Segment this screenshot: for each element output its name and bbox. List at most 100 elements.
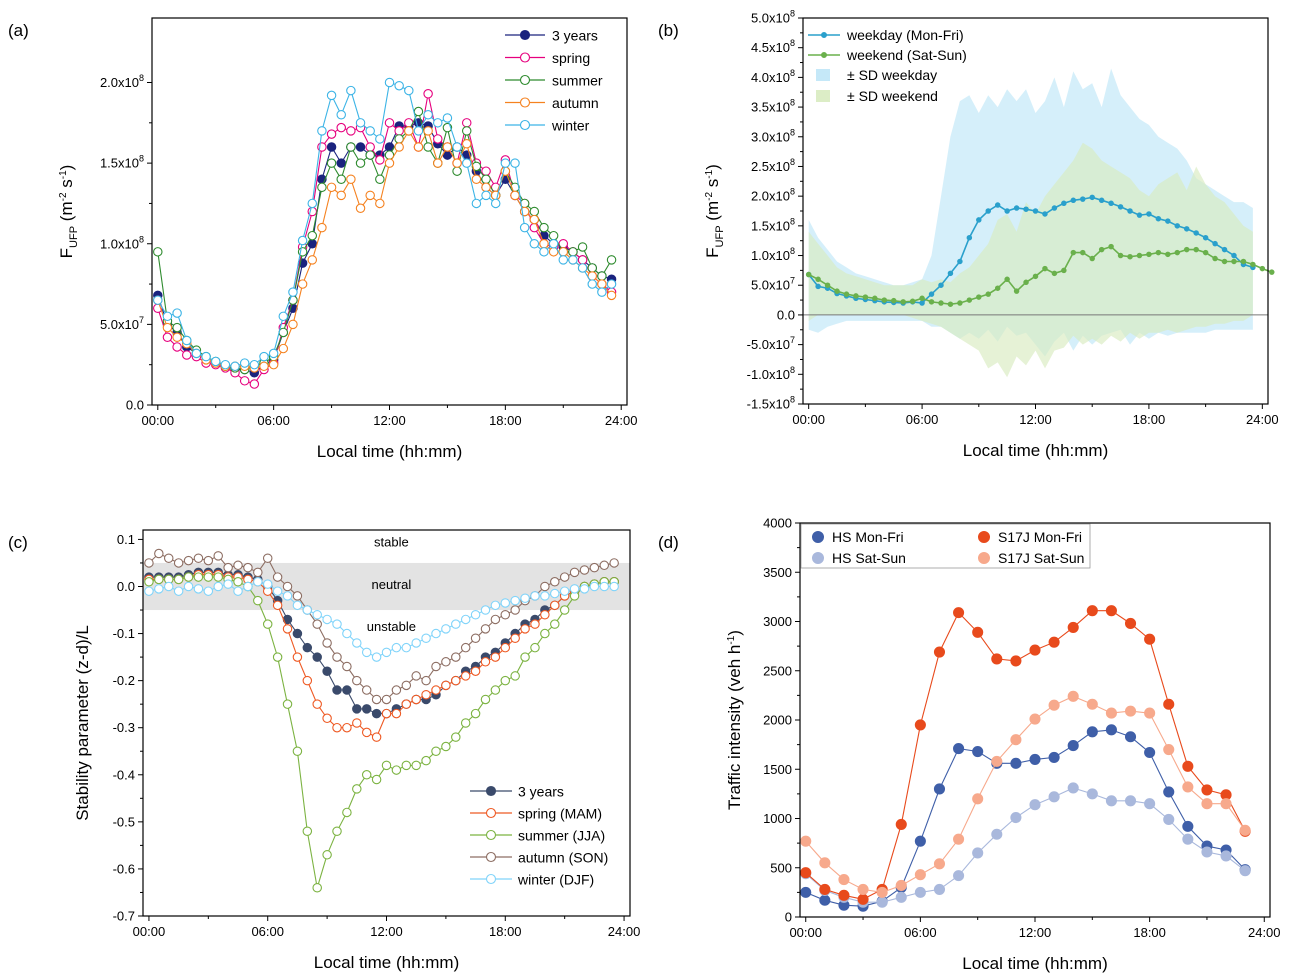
y-tick-label: -0.5	[113, 814, 135, 829]
legend-marker	[485, 851, 497, 863]
data-point	[1183, 246, 1190, 253]
data-point	[1013, 288, 1020, 294]
series-line	[805, 610, 1246, 900]
data-point	[262, 553, 273, 563]
data-point	[876, 896, 888, 908]
legend-label: 3 years	[552, 28, 598, 44]
data-point	[421, 675, 431, 686]
data-point	[452, 142, 462, 152]
data-point	[371, 732, 382, 742]
legend-label: autumn (SON)	[518, 850, 608, 866]
data-point	[272, 586, 283, 596]
legend-marker	[821, 52, 827, 58]
data-point	[471, 198, 482, 209]
data-point	[355, 142, 366, 152]
y-label-end: )	[703, 164, 722, 170]
data-point	[490, 614, 501, 625]
data-point	[1032, 208, 1039, 214]
data-point	[1144, 746, 1156, 759]
data-point	[233, 577, 243, 587]
data-point	[431, 661, 441, 672]
data-point	[800, 867, 812, 879]
data-point	[530, 642, 540, 653]
data-point	[172, 308, 182, 318]
series-line	[805, 695, 1246, 893]
data-point	[520, 593, 530, 604]
data-point	[550, 619, 560, 629]
data-point	[890, 297, 897, 304]
y-tick-label: -0.4	[113, 767, 135, 782]
legend-label: S17J Mon-Fri	[998, 529, 1082, 545]
data-point	[297, 235, 308, 246]
data-point	[144, 577, 154, 587]
y-tick-label: 0	[785, 910, 792, 925]
data-point	[972, 745, 984, 758]
data-point	[278, 311, 289, 322]
data-point	[413, 126, 424, 136]
data-point	[144, 558, 154, 568]
data-point	[441, 624, 451, 634]
data-point	[413, 142, 424, 152]
data-point	[1144, 798, 1156, 810]
data-point	[1010, 655, 1022, 667]
data-point	[1117, 252, 1124, 259]
data-point	[471, 161, 482, 172]
data-point	[302, 642, 313, 653]
data-point	[520, 624, 530, 634]
data-point	[481, 190, 491, 201]
data-point	[919, 295, 925, 302]
data-point	[371, 652, 382, 662]
data-point	[1221, 258, 1228, 265]
data-point	[1193, 246, 1199, 253]
data-point	[223, 579, 233, 589]
panel-a: (a) 00:00 06:00 12:00 18:00 24:00 0.0 5.0x107 1.…	[8, 17, 637, 461]
data-point	[914, 835, 926, 847]
data-point	[957, 300, 963, 306]
data-point	[1163, 813, 1175, 826]
legend-marker	[485, 829, 497, 841]
data-point	[1089, 194, 1095, 201]
data-point	[342, 685, 352, 695]
data-point	[1201, 846, 1213, 858]
data-point	[272, 600, 283, 611]
data-point	[548, 230, 559, 241]
data-point	[1061, 267, 1067, 274]
data-point	[919, 300, 925, 306]
data-point	[342, 807, 352, 818]
data-point	[490, 652, 501, 662]
data-point	[461, 158, 472, 168]
data-point	[540, 581, 550, 592]
x-axis-label: Local time (hh:mm)	[963, 441, 1108, 460]
data-point	[355, 158, 366, 168]
data-point	[153, 295, 163, 305]
data-point	[1108, 200, 1114, 207]
data-point	[381, 647, 392, 658]
data-point	[460, 642, 471, 653]
panel-d: (d) 00:00 06:00 12:00 18:00 24:00 0 500 1000 1500…	[658, 516, 1281, 974]
data-point	[838, 889, 850, 901]
data-point	[243, 581, 253, 592]
data-point	[938, 300, 944, 306]
legend-swatch	[816, 69, 830, 81]
data-point	[413, 106, 424, 117]
data-point	[539, 222, 549, 233]
y-tick-label: 500	[770, 860, 792, 875]
data-point	[326, 158, 337, 168]
y-label-main: F	[57, 248, 76, 258]
data-point	[282, 624, 293, 634]
data-point	[857, 883, 869, 895]
data-point	[401, 642, 412, 653]
data-point	[336, 174, 346, 185]
data-point	[1182, 760, 1194, 772]
data-point	[352, 784, 362, 794]
tick-exponent: 8	[790, 157, 795, 167]
data-point	[352, 718, 362, 728]
data-point	[239, 376, 250, 386]
tick-exponent: 8	[790, 395, 795, 405]
data-point	[470, 609, 481, 620]
legend: weekday (Mon-Fri) weekend (Sat-Sun) ± SD w…	[808, 27, 967, 104]
data-point	[985, 208, 991, 214]
data-point	[569, 567, 580, 578]
data-point	[381, 694, 392, 705]
data-point	[606, 255, 617, 265]
